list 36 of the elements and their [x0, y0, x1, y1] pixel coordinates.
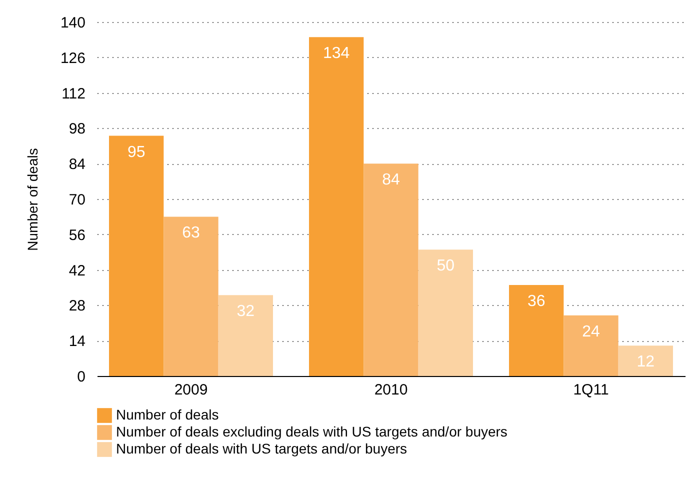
data-label: 84 — [382, 172, 400, 189]
data-label: 134 — [322, 45, 350, 62]
data-label: 32 — [236, 303, 255, 320]
bar — [164, 216, 218, 376]
y-tick-label: 126 — [60, 50, 86, 67]
bar — [309, 37, 364, 376]
y-tick-label: 84 — [68, 156, 86, 174]
bar — [418, 250, 473, 376]
y-tick-label: 98 — [68, 120, 86, 138]
y-tick-label: 42 — [68, 262, 86, 280]
data-label: 36 — [527, 292, 546, 310]
y-tick-label: 70 — [68, 192, 86, 208]
y-tick-label: 14 — [68, 333, 86, 350]
x-tick-label: 2010 — [374, 382, 408, 398]
bar — [218, 295, 273, 376]
x-tick-label: 1Q11 — [573, 382, 609, 398]
x-tick-label: 2009 — [174, 382, 208, 398]
bar — [509, 284, 564, 376]
data-label: 50 — [436, 258, 455, 275]
data-label: 63 — [182, 224, 200, 242]
y-tick-label: 140 — [60, 14, 86, 32]
bar — [109, 136, 164, 376]
data-label: 24 — [582, 323, 600, 340]
legend-label: Number of deals — [116, 406, 219, 422]
data-label: 12 — [636, 354, 655, 371]
data-label: 95 — [127, 144, 146, 161]
legend-label: Number of deals with US targets and/or buyers — [116, 440, 408, 456]
legend-label: Number of deals excluding deals with US targets and/or buyers — [116, 424, 508, 440]
bar — [618, 346, 673, 376]
y-tick-label: 112 — [62, 85, 86, 102]
y-tick-label: 28 — [68, 298, 86, 315]
y-tick-label: 0 — [77, 368, 86, 386]
y-axis-title: Number of deals — [24, 148, 40, 251]
bar — [364, 164, 418, 376]
y-tick-label: 56 — [68, 226, 86, 244]
bar — [564, 315, 618, 376]
